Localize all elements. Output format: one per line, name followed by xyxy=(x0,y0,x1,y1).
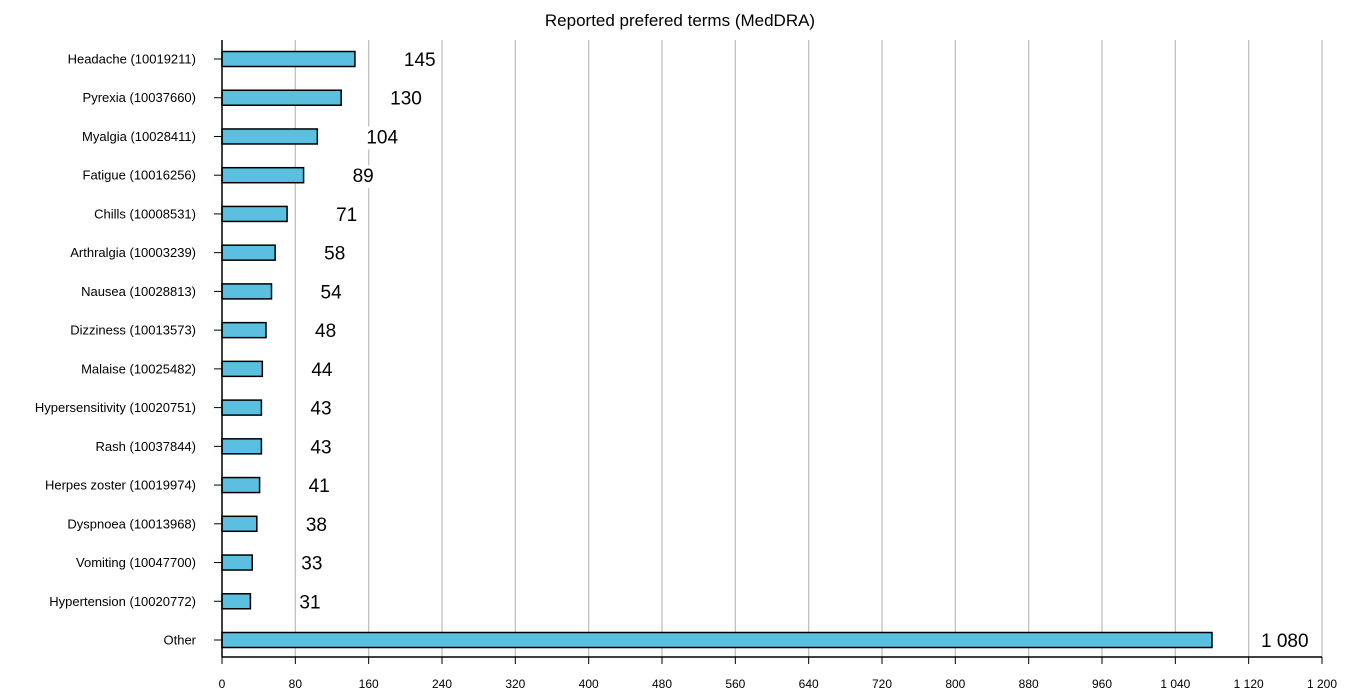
data-label-background xyxy=(317,281,346,305)
bar xyxy=(221,438,263,455)
category-label: Other xyxy=(163,633,196,648)
data-label: 44 xyxy=(311,360,333,381)
data-label-background xyxy=(363,126,402,150)
category-label: Fatigue (10016256) xyxy=(83,168,196,183)
x-tick-label: 1 200 xyxy=(1307,677,1337,691)
data-label: 58 xyxy=(324,244,345,265)
bar xyxy=(221,631,1213,649)
x-tick-label: 160 xyxy=(359,677,379,691)
data-label: 31 xyxy=(299,592,320,613)
bar xyxy=(221,166,305,184)
chart-title: Reported prefered terms (MedDRA) xyxy=(545,11,815,30)
category-label: Myalgia (10028411) xyxy=(82,129,196,144)
x-tick-label: 80 xyxy=(289,677,303,691)
category-label: Chills (10008531) xyxy=(94,206,196,221)
data-label-background xyxy=(387,87,425,111)
data-label-background xyxy=(302,513,330,537)
data-label: 104 xyxy=(366,127,398,148)
bar xyxy=(221,283,273,300)
data-label: 130 xyxy=(390,89,422,110)
data-label-background xyxy=(400,49,439,72)
x-tick-label: 400 xyxy=(579,677,599,691)
category-label: Arthralgia (10003239) xyxy=(70,245,196,260)
bar xyxy=(221,128,319,145)
data-label-background xyxy=(307,397,335,421)
data-label: 145 xyxy=(404,50,436,71)
x-tick-label: 1 120 xyxy=(1234,677,1264,691)
data-label: 41 xyxy=(309,476,330,497)
x-tick-label: 0 xyxy=(219,677,226,691)
bar xyxy=(221,515,258,533)
data-label: 71 xyxy=(336,205,357,226)
category-label: Hypersensitivity (10020751) xyxy=(35,400,196,415)
x-tick-label: 320 xyxy=(505,677,525,691)
data-label: 1 080 xyxy=(1261,631,1309,652)
x-tick-label: 720 xyxy=(872,677,892,691)
bar xyxy=(221,244,276,261)
bar xyxy=(221,360,264,378)
x-tick-label: 880 xyxy=(1019,677,1039,691)
bar xyxy=(221,554,253,571)
bar xyxy=(221,321,267,339)
bar xyxy=(221,476,261,494)
data-label: 43 xyxy=(310,399,331,420)
data-label: 89 xyxy=(353,166,374,187)
data-label: 38 xyxy=(306,515,327,536)
x-tick-label: 1 040 xyxy=(1160,677,1190,691)
data-label-background xyxy=(308,358,336,382)
data-label-background xyxy=(312,320,340,344)
category-label: Headache (10019211) xyxy=(68,52,196,67)
data-label: 43 xyxy=(310,437,331,458)
category-label: Dizziness (10013573) xyxy=(70,323,196,338)
category-label: Vomiting (10047700) xyxy=(76,555,196,570)
category-label: Herpes zoster (10019974) xyxy=(45,478,196,493)
labels: Headache (10019211) 145 Pyrexia (10037660)… xyxy=(35,49,1337,691)
x-tick-label: 640 xyxy=(799,677,819,691)
gridlines xyxy=(294,40,1323,657)
bar xyxy=(221,50,356,68)
data-label: 48 xyxy=(315,321,336,342)
bar xyxy=(221,593,252,610)
data-label-background xyxy=(305,475,333,499)
x-tick-label: 560 xyxy=(725,677,745,691)
data-label-background xyxy=(298,552,326,576)
category-label: Nausea (10028813) xyxy=(81,284,196,299)
data-label-background xyxy=(321,242,349,266)
data-label-background xyxy=(333,203,361,227)
category-label: Malaise (10025482) xyxy=(81,361,196,376)
axes xyxy=(214,40,1323,664)
category-label: Dyspnoea (10013968) xyxy=(67,516,196,531)
x-tick-label: 960 xyxy=(1092,677,1112,691)
bar xyxy=(221,205,288,223)
x-tick-label: 240 xyxy=(432,677,452,691)
category-label: Rash (10037844) xyxy=(96,439,196,454)
x-tick-label: 480 xyxy=(652,677,672,691)
bar xyxy=(221,399,263,416)
data-label: 33 xyxy=(301,554,322,575)
bar xyxy=(221,89,342,106)
data-label-background xyxy=(349,165,377,189)
data-label: 54 xyxy=(321,282,343,303)
x-tick-label: 800 xyxy=(945,677,965,691)
data-label-background xyxy=(1258,630,1312,653)
category-label: Hypertension (10020772) xyxy=(49,594,196,609)
category-label: Pyrexia (10037660) xyxy=(83,90,196,105)
data-label-background xyxy=(296,591,324,615)
data-label-background xyxy=(307,436,335,460)
